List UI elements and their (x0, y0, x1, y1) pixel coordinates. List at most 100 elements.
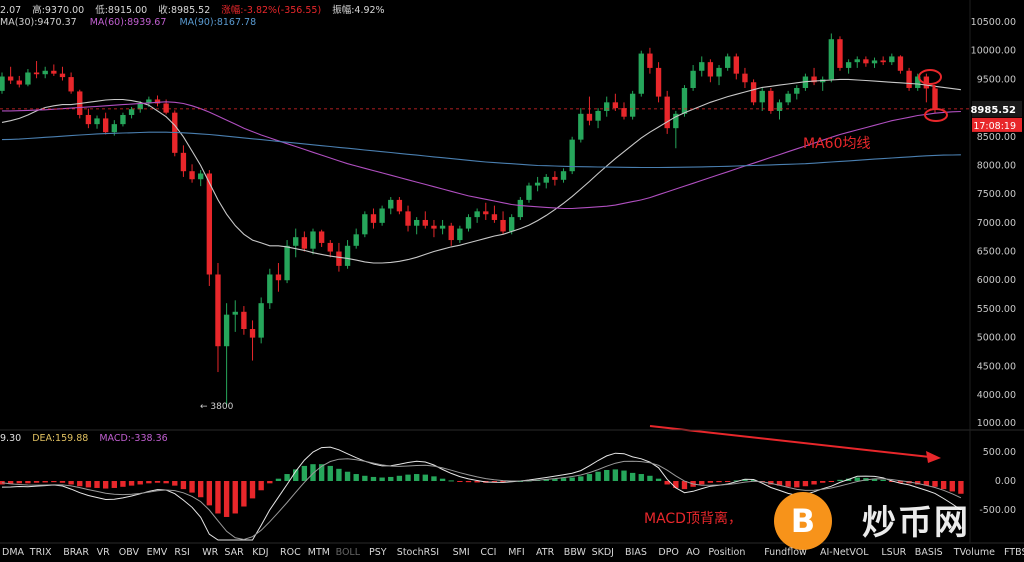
candle-body (534, 182, 541, 186)
candle-body (681, 87, 688, 114)
tab-mfi[interactable]: MFI (508, 547, 525, 558)
tab-mtm[interactable]: MTM (307, 547, 330, 558)
candle-body (102, 118, 109, 133)
candle-body (198, 173, 204, 180)
macd-bar (154, 481, 161, 483)
macd-bar (318, 464, 325, 481)
tab-basis[interactable]: BASIS (914, 547, 943, 558)
tab-ai-netvol[interactable]: AI-NetVOL (820, 547, 869, 558)
tab-cci[interactable]: CCI (480, 547, 497, 558)
macd-bar (794, 481, 800, 488)
candle-body (120, 114, 126, 125)
candle-body (448, 225, 454, 241)
tab-atr[interactable]: ATR (536, 547, 555, 558)
countdown-tag-bg (972, 117, 1022, 132)
macd-bar (750, 479, 757, 481)
candle-body (59, 73, 66, 78)
macd-bar (25, 481, 31, 484)
amplitude-value: 振幅:4.92% (332, 5, 385, 16)
macd-bar (500, 481, 506, 483)
macd-bar (137, 481, 143, 485)
macd-bar (716, 481, 722, 483)
tab-psy[interactable]: PSY (369, 547, 387, 558)
tab-roc[interactable]: ROC (280, 547, 301, 558)
last-price-tag: 8985.52 (970, 105, 1016, 116)
close-value: 收:8985.52 (158, 5, 211, 16)
macd-bar (180, 481, 187, 490)
tab-dpo[interactable]: DPO (658, 547, 679, 558)
macd-bar (629, 472, 636, 481)
candle-body (370, 214, 377, 223)
tab-obv[interactable]: OBV (118, 547, 139, 558)
macd-bar (42, 481, 48, 483)
low-value: 低:8915.00 (95, 5, 148, 16)
price-tick-label: 10500.00 (971, 17, 1016, 28)
candle-body (327, 242, 333, 252)
macd-bar (267, 481, 273, 484)
macd-bar (215, 481, 221, 514)
tab-lsur[interactable]: LSUR (881, 547, 907, 558)
candle-body (241, 311, 247, 330)
price-tick-label: 7000.00 (977, 218, 1016, 229)
tab-stochrsi[interactable]: StochRSI (396, 547, 440, 558)
tab-brar[interactable]: BRAR (63, 547, 90, 558)
candle-body (638, 53, 644, 94)
tab-emv[interactable]: EMV (146, 547, 168, 558)
candle-body (802, 76, 809, 88)
candle-body (923, 76, 930, 89)
macd-bar (310, 464, 316, 481)
tab-vr[interactable]: VR (96, 547, 110, 558)
candle-body (42, 70, 48, 75)
annotation-circle-top (918, 69, 942, 85)
candle-body (301, 237, 308, 249)
candle-body (716, 67, 722, 77)
tab-tvolume[interactable]: TVolume (953, 547, 995, 558)
tab-kdj[interactable]: KDJ (252, 547, 269, 558)
macd-bar (163, 481, 169, 484)
candle-body (871, 60, 878, 64)
tab-position[interactable]: Position (708, 547, 746, 558)
candle-body (845, 62, 852, 68)
candle-body (249, 329, 256, 338)
ma60-line (2, 101, 961, 210)
tab-trix[interactable]: TRIX (29, 547, 52, 558)
macd-bar (344, 471, 351, 481)
macd-bar (85, 481, 92, 488)
candle-body (811, 76, 817, 83)
candle-body (68, 77, 74, 92)
candle-body (439, 225, 446, 229)
tab-sar[interactable]: SAR (224, 547, 244, 558)
tab-wr[interactable]: WR (202, 547, 219, 558)
tab-bias[interactable]: BIAS (625, 547, 647, 558)
tab-boll[interactable]: BOLL (335, 547, 361, 558)
macd-bar (405, 474, 411, 481)
candle-body (578, 113, 584, 140)
macd-bar (776, 481, 783, 486)
macd-bar (232, 481, 238, 514)
price-tick-label: 5500.00 (977, 304, 1016, 315)
candle-body (388, 199, 394, 209)
low-price-label: ← 3800 (200, 402, 234, 412)
tab-rsi[interactable]: RSI (174, 547, 190, 558)
tab-ao[interactable]: AO (686, 547, 700, 558)
open-value: 2.07 (0, 5, 22, 16)
candle-body (137, 103, 143, 110)
price-tick-label: 8500.00 (977, 132, 1016, 143)
macd-bar (439, 478, 446, 481)
macd-bar (604, 469, 610, 481)
tab-skdj[interactable]: SKDJ (591, 547, 614, 558)
macd-bar (120, 481, 126, 487)
candle-body (422, 219, 428, 226)
candle-body (673, 113, 679, 129)
candle-body (604, 102, 610, 111)
macd-bar (552, 478, 558, 481)
candle-body (655, 67, 662, 97)
tab-ftbs[interactable]: FTBS (1004, 547, 1024, 558)
tab-fundflow[interactable]: Fundflow (764, 547, 807, 558)
tab-smi[interactable]: SMI (452, 547, 470, 558)
candle-body (413, 219, 420, 226)
candle-body (223, 314, 230, 347)
tab-dma[interactable]: DMA (2, 547, 25, 558)
tab-bbw[interactable]: BBW (563, 547, 586, 558)
